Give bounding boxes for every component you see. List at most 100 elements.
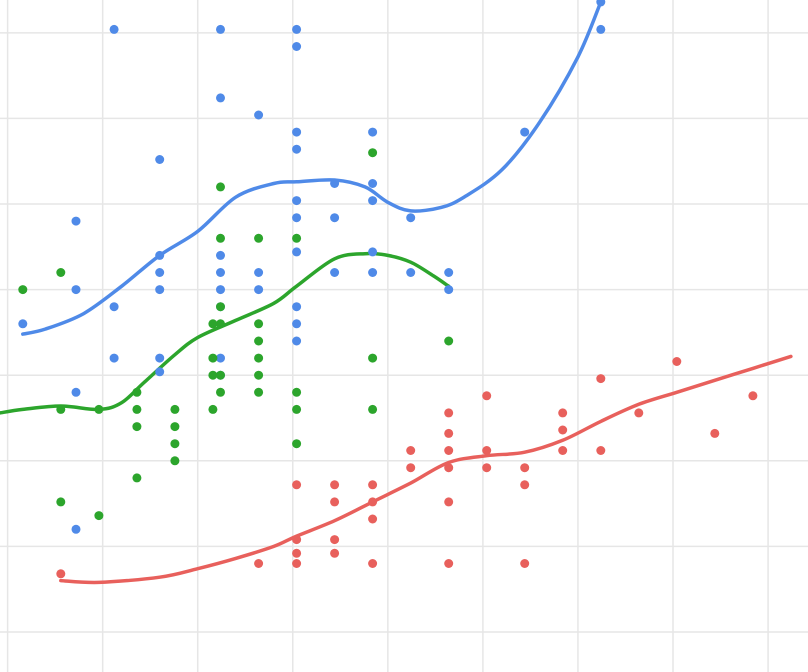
trend-line-series-2 [0,251,451,415]
data-point-series-2 [56,404,66,414]
data-point-series-1 [330,213,340,223]
data-point-series-3 [748,391,758,401]
data-point-series-1 [254,110,264,120]
data-point-series-2 [254,319,264,329]
data-point-series-2 [56,268,66,277]
data-point-series-3 [520,559,530,568]
data-point-series-2 [368,148,378,158]
data-point-series-2 [170,404,180,414]
data-point-series-1 [155,353,165,363]
data-point-series-1 [216,93,225,103]
data-point-series-2 [216,302,225,312]
data-point-series-1 [330,179,340,188]
data-point-series-3 [558,425,568,435]
data-point-series-3 [596,446,606,455]
data-point-series-2 [292,404,302,414]
data-point-series-2 [254,370,264,380]
data-point-series-1 [155,250,165,260]
data-point-series-2 [254,233,264,243]
data-point-series-1 [292,213,302,223]
data-point-series-1 [406,268,416,277]
data-point-series-3 [368,559,378,568]
data-point-series-2 [216,370,225,380]
data-point-series-1 [292,127,302,137]
data-point-series-1 [155,285,165,295]
data-point-series-1 [292,42,302,51]
data-point-series-2 [208,319,218,329]
data-point-series-3 [56,569,66,579]
data-point-series-2 [208,370,218,380]
data-point-series-1 [596,0,606,7]
data-point-series-2 [216,387,225,397]
data-point-series-2 [170,439,180,449]
data-point-series-3 [330,535,340,545]
data-point-series-3 [482,391,492,401]
data-point-series-2 [368,353,378,363]
data-point-series-2 [292,233,302,243]
data-point-series-1 [254,268,264,277]
data-point-series-1 [71,285,81,295]
data-point-series-2 [94,511,104,521]
data-point-series-2 [132,473,142,483]
data-point-series-3 [444,408,454,418]
data-point-series-3 [406,446,416,455]
data-point-series-1 [109,353,119,363]
data-point-series-1 [292,319,302,329]
data-point-series-1 [292,302,302,312]
data-point-series-3 [444,559,454,568]
data-point-series-3 [520,463,530,473]
data-point-series-2 [170,456,180,466]
data-point-series-3 [368,480,378,490]
data-point-series-3 [292,480,302,490]
data-point-series-2 [254,353,264,363]
data-point-series-2 [216,233,225,243]
data-point-series-1 [330,268,340,277]
data-point-series-3 [330,480,340,490]
data-point-series-1 [368,268,378,277]
data-point-series-1 [368,196,378,206]
data-point-series-1 [155,155,165,164]
data-point-series-2 [56,497,66,507]
data-point-series-2 [444,336,454,346]
data-point-series-1 [216,268,225,277]
data-point-series-3 [292,559,302,568]
data-point-series-3 [596,374,606,384]
data-point-series-2 [208,353,218,363]
data-point-series-3 [482,463,492,473]
data-point-series-2 [292,387,302,397]
data-point-series-3 [444,446,454,455]
data-point-series-1 [71,216,81,226]
data-point-series-3 [444,463,454,473]
data-point-series-1 [520,127,530,137]
data-point-series-1 [444,285,454,295]
data-point-series-1 [216,24,225,34]
data-point-series-1 [71,524,81,534]
data-point-series-3 [254,559,264,568]
data-point-series-2 [254,387,264,397]
data-points [18,0,758,579]
trend-lines [0,0,793,585]
data-point-series-1 [216,250,225,260]
data-point-series-3 [368,497,378,507]
data-point-series-3 [368,514,378,524]
data-point-series-1 [596,24,606,34]
data-point-series-1 [292,247,302,257]
trend-line-series-1 [21,0,603,336]
data-point-series-2 [170,422,180,432]
data-point-series-2 [216,319,225,329]
data-point-series-3 [330,497,340,507]
data-point-series-2 [254,336,264,346]
data-point-series-2 [18,285,28,295]
data-point-series-3 [558,408,568,418]
data-point-series-1 [406,213,416,223]
data-point-series-3 [558,446,568,455]
data-point-series-3 [444,428,454,438]
data-point-series-3 [634,408,644,418]
data-point-series-1 [71,387,81,397]
data-point-series-2 [94,404,104,414]
data-point-series-1 [109,302,119,312]
data-point-series-1 [368,247,378,257]
data-point-series-2 [132,387,142,397]
data-point-series-1 [444,268,454,277]
